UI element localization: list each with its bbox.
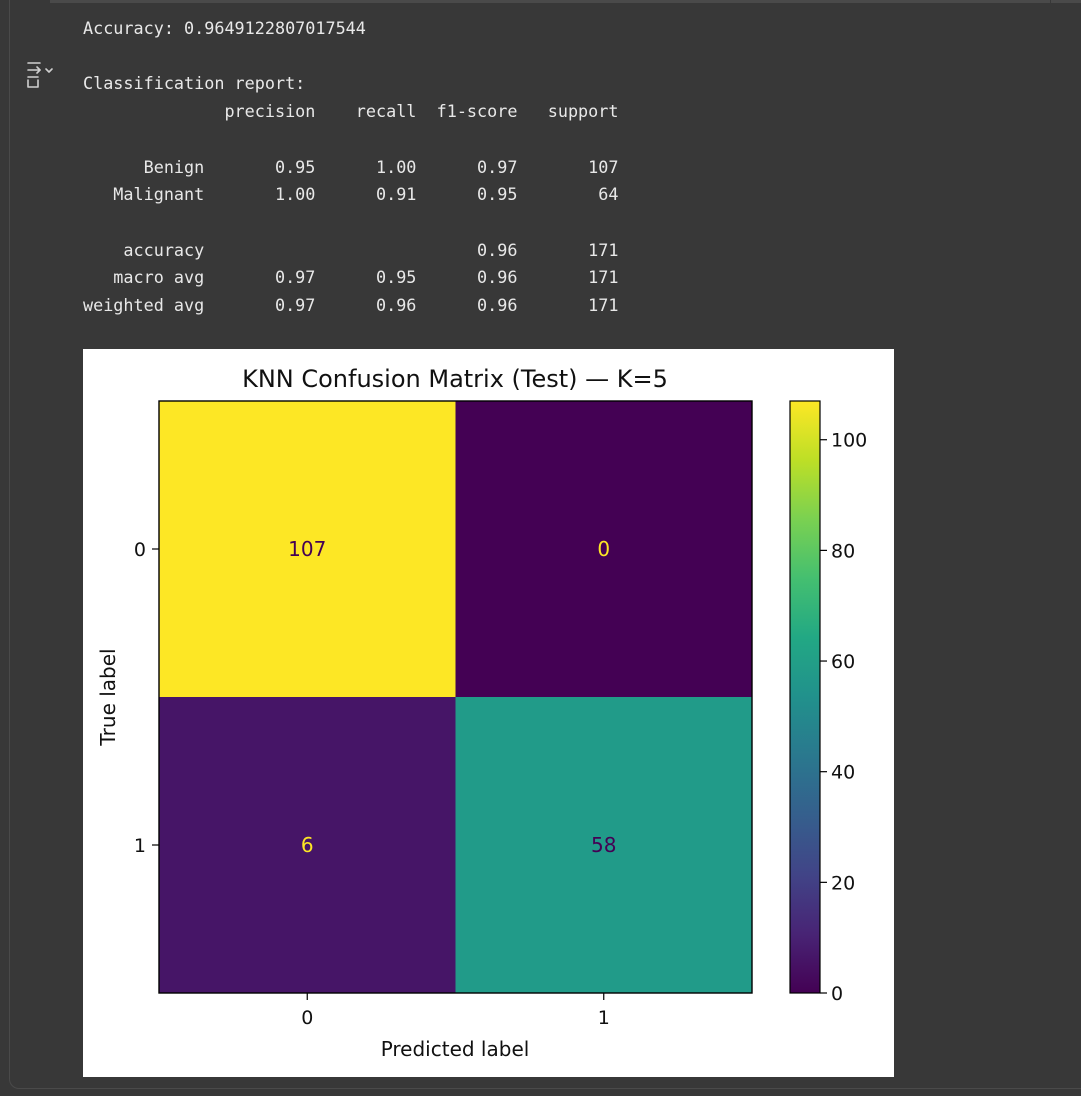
x-tick-label: 0 [301,1007,313,1029]
heatmap-frame [158,400,753,994]
colorbar-tick-label: 80 [831,540,855,562]
confusion-matrix-figure: KNN Confusion Matrix (Test) — K=5 107 0 6 5… [83,349,894,1077]
output-collapse-icon[interactable] [24,58,58,92]
colorbar-tick-label: 40 [831,762,855,784]
cell-value-label: 58 [591,833,616,857]
cell-value-label: 107 [288,537,326,561]
matrix-cell [159,697,456,993]
y-axis-label: True label [96,648,120,746]
x-tick-label: 1 [598,1007,610,1029]
matrix-cell [455,401,752,697]
colorbar [789,400,821,994]
colorbar-tick-label: 60 [831,651,855,673]
classification-report-output: Accuracy: 0.9649122807017544 Classificat… [83,18,619,316]
x-axis-label: Predicted label [381,1037,530,1061]
colorbar-tick-label: 0 [831,983,843,1005]
matrix-cell [455,697,752,993]
cell-top-border-right [1051,0,1081,3]
cell-value-label: 0 [597,537,610,561]
colorbar-tick-label: 20 [831,872,855,894]
chart-title: KNN Confusion Matrix (Test) — K=5 [242,365,668,393]
cell-top-border [50,0,1050,3]
y-tick-label: 1 [134,835,146,857]
colorbar-tick-label: 100 [831,430,867,452]
matrix-cell [159,401,456,697]
y-tick-label: 0 [134,539,146,561]
cell-value-label: 6 [301,833,314,857]
